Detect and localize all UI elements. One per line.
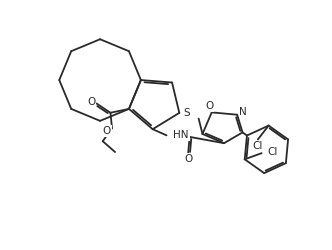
Text: Cl: Cl: [268, 147, 278, 157]
Text: HN: HN: [174, 130, 189, 140]
Text: O: O: [205, 101, 213, 111]
Text: S: S: [183, 108, 190, 118]
Text: Cl: Cl: [252, 141, 262, 151]
Text: O: O: [103, 126, 111, 136]
Text: O: O: [184, 154, 192, 164]
Text: O: O: [87, 97, 95, 107]
Text: N: N: [239, 108, 247, 118]
